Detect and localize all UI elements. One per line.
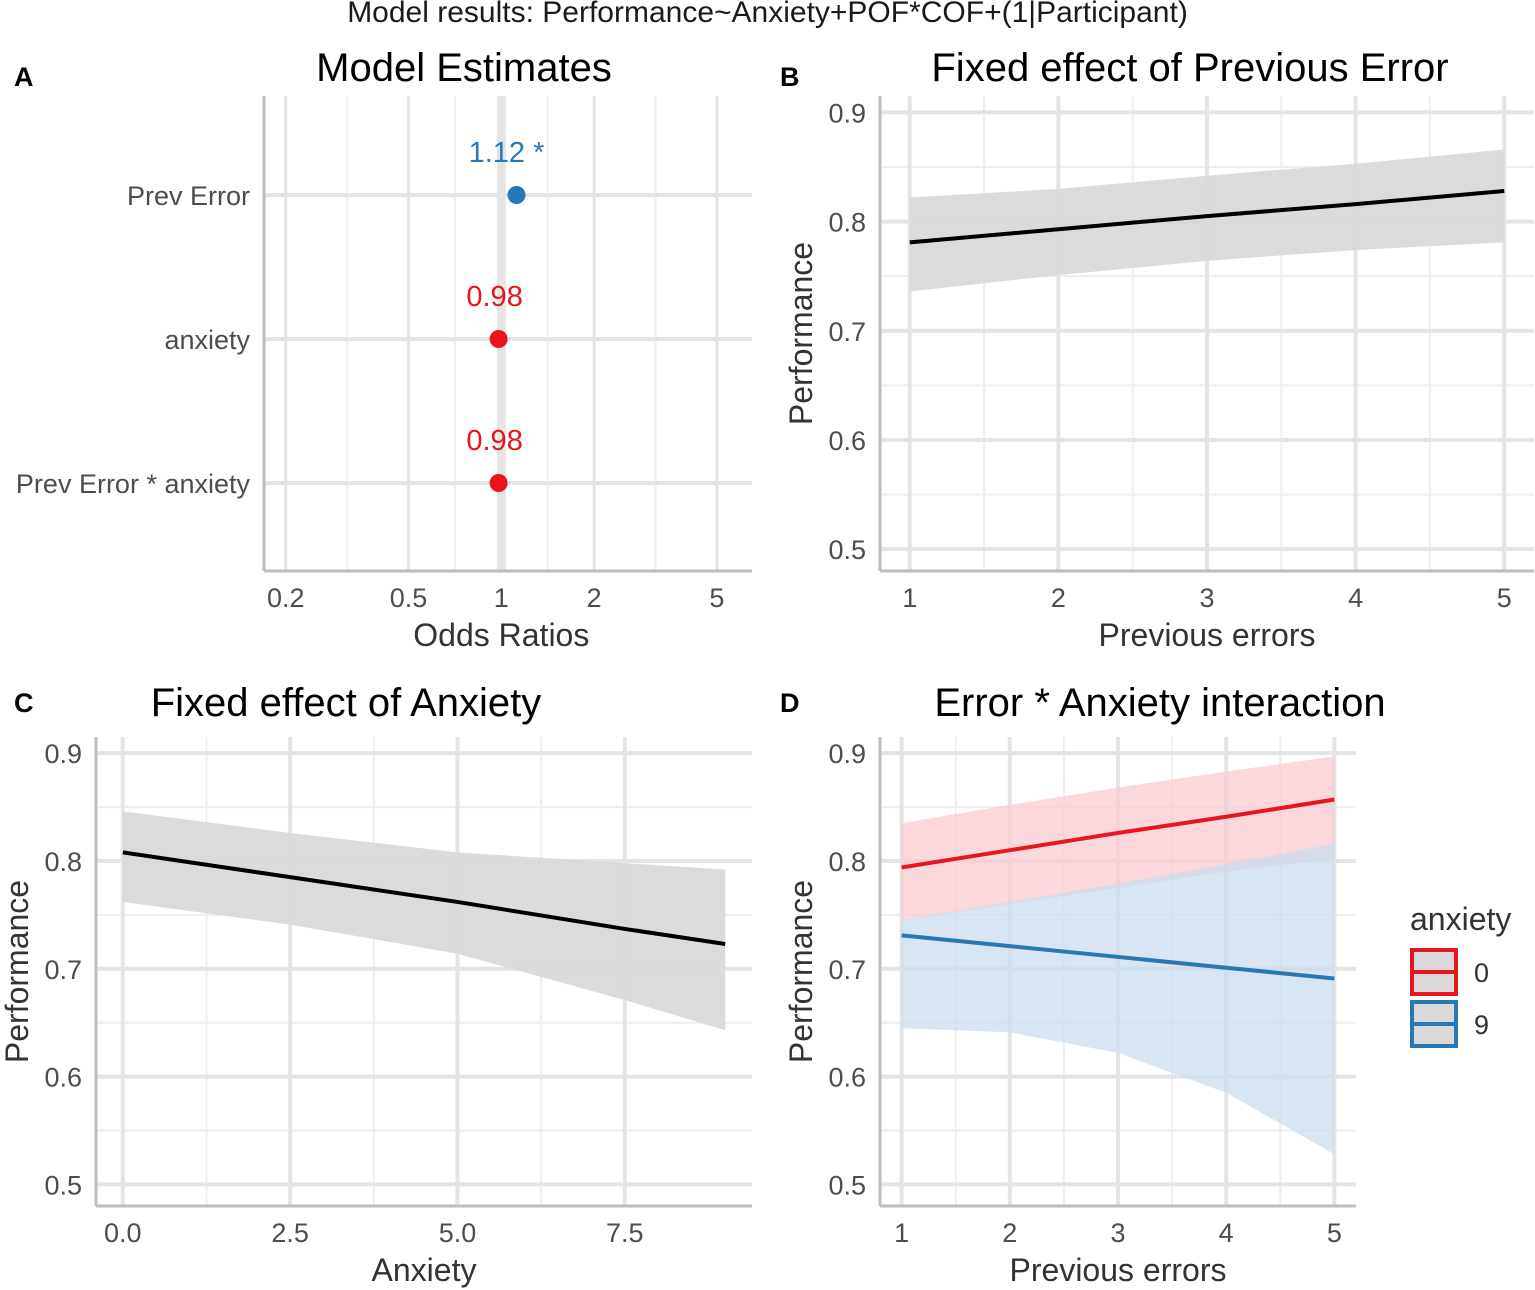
panel-b-y-tick-label: 0.7 <box>828 317 866 347</box>
panel-d-y-axis-label: Performance <box>783 880 819 1063</box>
panel-c-fit-line-fit <box>122 850 726 946</box>
figure-suptitle: Model results: Performance~Anxiety+POF*C… <box>347 0 1188 29</box>
panel-d-fit-line-9 <box>901 933 1335 981</box>
panel-c-x-tick-label: 5.0 <box>439 1218 477 1248</box>
panel-b-y-axis-label: Performance <box>783 242 819 425</box>
panel-c-y-tick-label: 0.7 <box>44 955 82 985</box>
panel-a-estimate-label: 1.12 * <box>469 137 545 169</box>
panel-b-fit-line-fit <box>909 189 1505 245</box>
panel-d-ci-band-0 <box>901 756 1335 921</box>
panel-a-x-axis-label: Odds Ratios <box>413 617 589 653</box>
panel-c-y-tick-label: 0.6 <box>44 1063 82 1093</box>
panel-a-label: A <box>14 62 34 92</box>
panel-a-estimate-point <box>507 186 526 204</box>
panel-c-y-tick-label: 0.5 <box>44 1170 82 1200</box>
panel-a-x-tick-label: 5 <box>709 583 724 613</box>
panel-b-x-tick-label: 1 <box>902 583 917 613</box>
panel-b-y-tick-label: 0.8 <box>828 208 866 238</box>
panel-b-x-axis-label: Previous errors <box>1099 617 1316 653</box>
panel-b-x-tick-label: 5 <box>1497 583 1512 613</box>
panel-a-x-tick-label: 1 <box>494 583 509 613</box>
panel-d-title: Error * Anxiety interaction <box>934 681 1386 725</box>
panel-a-estimate-point <box>489 474 508 492</box>
panel-a-category-label: Prev Error * anxiety <box>16 469 251 499</box>
panel-c-ci-band-fit <box>122 811 726 1031</box>
panel-a-category-label: Prev Error <box>127 181 250 211</box>
panel-b-y-tick-label: 0.6 <box>828 426 866 456</box>
panel-c-label: C <box>14 688 34 718</box>
panel-a-category-label: anxiety <box>164 325 250 355</box>
panel-c-x-tick-label: 2.5 <box>271 1218 309 1248</box>
panel-c-x-tick-label: 0.0 <box>104 1218 142 1248</box>
legend-title: anxiety <box>1410 901 1511 937</box>
legend-label-0: 0 <box>1474 958 1489 988</box>
panel-a-x-tick-label: 0.5 <box>390 583 428 613</box>
panel-b-y-tick-label: 0.5 <box>828 535 866 565</box>
panel-d-x-tick-label: 4 <box>1219 1218 1234 1248</box>
panel-a-x-tick-label: 2 <box>587 583 602 613</box>
panel-c-y-tick-label: 0.9 <box>44 739 82 769</box>
panel-a-x-tick-label: 0.2 <box>267 583 305 613</box>
panel-b-y-tick-label: 0.9 <box>828 98 866 128</box>
panel-b-title: Fixed effect of Previous Error <box>931 46 1449 90</box>
panel-a-estimate-point <box>489 330 508 348</box>
panel-d-label: D <box>780 688 800 718</box>
panel-b-label: B <box>780 62 800 92</box>
panel-a-title: Model Estimates <box>316 46 612 90</box>
panel-d-x-axis-label: Previous errors <box>1010 1252 1227 1288</box>
panel-c-x-tick-label: 7.5 <box>606 1218 644 1248</box>
panel-b-x-tick-label: 4 <box>1348 583 1363 613</box>
panel-d-ci-band-9 <box>901 843 1335 1155</box>
panel-d-x-tick-label: 2 <box>1002 1218 1017 1248</box>
panel-d-y-tick-label: 0.5 <box>828 1170 866 1200</box>
panel-c-x-axis-label: Anxiety <box>372 1252 477 1288</box>
panel-d-fit-line-0 <box>901 797 1335 870</box>
panel-b-ci-band-fit <box>909 149 1505 292</box>
panel-b-x-tick-label: 3 <box>1199 583 1214 613</box>
panel-c-y-axis-label: Performance <box>0 880 35 1063</box>
panel-d-y-tick-label: 0.8 <box>828 847 866 877</box>
panel-d-y-tick-label: 0.7 <box>828 955 866 985</box>
panel-d-x-tick-label: 3 <box>1110 1218 1125 1248</box>
panel-d-x-tick-label: 1 <box>894 1218 909 1248</box>
panel-a-estimate-label: 0.98 <box>466 425 522 457</box>
legend-label-9: 9 <box>1474 1010 1489 1040</box>
panel-b-x-tick-label: 2 <box>1051 583 1066 613</box>
panel-d-y-tick-label: 0.6 <box>828 1063 866 1093</box>
panel-c-title: Fixed effect of Anxiety <box>150 681 542 725</box>
panel-d-x-tick-label: 5 <box>1327 1218 1342 1248</box>
panel-a-estimate-label: 0.98 <box>466 281 522 313</box>
panel-c-y-tick-label: 0.8 <box>44 847 82 877</box>
panel-d-y-tick-label: 0.9 <box>828 739 866 769</box>
